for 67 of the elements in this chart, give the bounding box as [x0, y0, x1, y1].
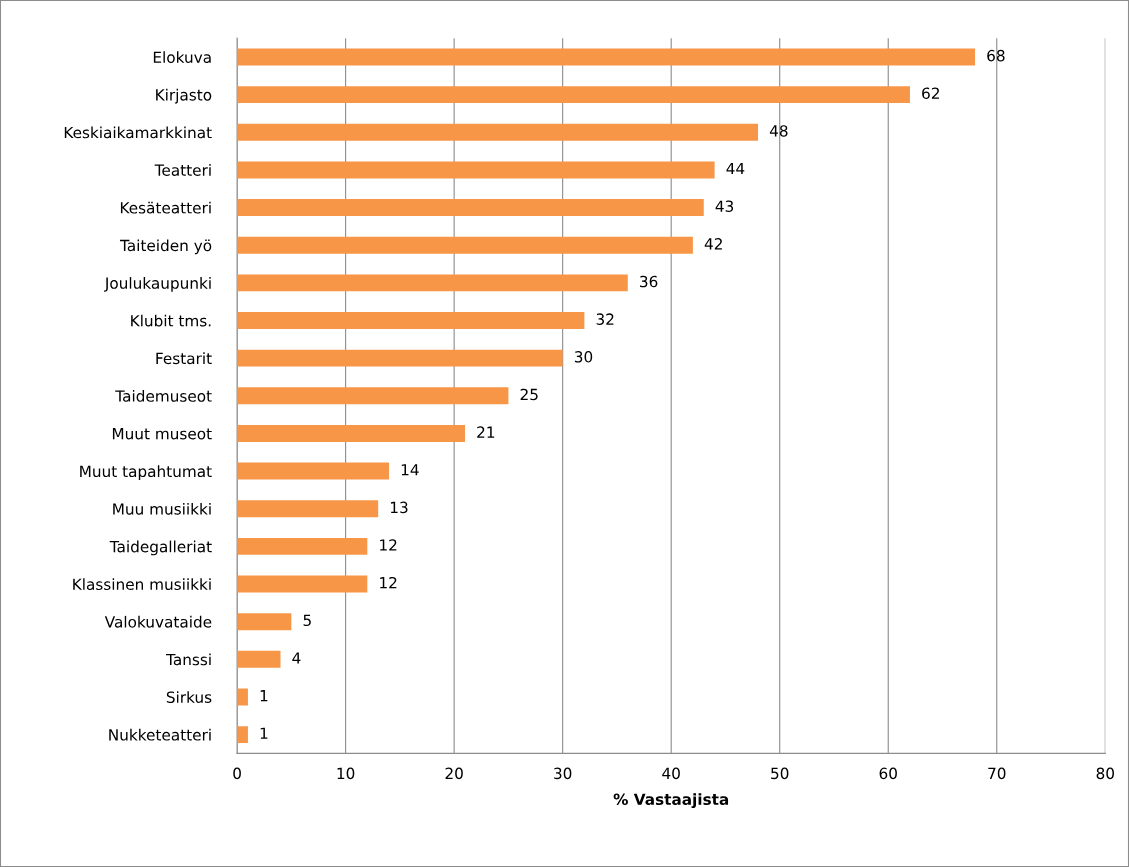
- bar: [237, 236, 693, 254]
- data-label: 32: [596, 313, 614, 325]
- data-label: 1: [260, 727, 268, 739]
- bar: [237, 161, 715, 179]
- bar: [237, 349, 563, 367]
- y-tick-label: Sirkus: [166, 691, 212, 703]
- data-label: 43: [715, 200, 734, 212]
- bar: [237, 312, 585, 329]
- y-tick-label: Keskiaikamarkkinat: [64, 126, 212, 139]
- x-tick-label: 0: [233, 767, 241, 780]
- bar: [237, 650, 281, 668]
- y-tick-label: Valokuvataide: [104, 615, 212, 628]
- y-tick-label: Teatteri: [154, 164, 211, 176]
- y-tick-label: Nukketeatteri: [109, 728, 211, 741]
- x-tick-label: 60: [879, 767, 897, 780]
- bar: [237, 500, 379, 518]
- bar: [237, 688, 248, 706]
- y-tick-label: Taidemuseot: [115, 389, 212, 402]
- data-label: 14: [401, 464, 419, 476]
- x-tick-label: 80: [1096, 767, 1114, 780]
- data-label: 4: [292, 652, 301, 664]
- data-label: 48: [769, 125, 788, 137]
- y-tick-label: Tanssi: [166, 653, 211, 666]
- y-tick-label: Taiteiden yö: [119, 239, 212, 255]
- x-tick-label: 40: [662, 767, 680, 780]
- bar: [237, 123, 759, 141]
- bar: [237, 726, 248, 744]
- y-tick-label: Elokuva: [153, 51, 211, 63]
- data-label: 68: [987, 49, 1005, 62]
- y-tick-label: Taidegalleriat: [109, 540, 212, 556]
- data-label: 12: [380, 576, 397, 589]
- y-tick-label: Muu musiikki: [113, 502, 211, 515]
- data-label: 5: [303, 614, 311, 627]
- bar: [237, 199, 704, 217]
- x-tick-label: 50: [771, 767, 789, 780]
- bar: [237, 387, 509, 405]
- bar: [237, 537, 368, 555]
- data-label: 25: [520, 388, 538, 401]
- data-label: 36: [640, 275, 658, 288]
- x-tick-label: 10: [337, 767, 355, 780]
- bar: [237, 613, 292, 631]
- bar: [237, 274, 628, 292]
- y-tick-label: Klassinen musiikki: [73, 578, 211, 591]
- bar: [237, 86, 910, 104]
- bar: [237, 462, 390, 480]
- data-label: 30: [574, 351, 593, 363]
- bar: [237, 424, 465, 442]
- data-label: 21: [477, 426, 495, 438]
- x-axis-title: % Vastaajista: [613, 793, 729, 809]
- y-tick-label: Kesäteatteri: [120, 201, 211, 214]
- x-tick-label: 30: [554, 767, 572, 780]
- data-label: 44: [726, 162, 745, 175]
- data-label: 13: [390, 501, 408, 514]
- bar: [237, 575, 368, 593]
- data-label: 1: [260, 690, 268, 702]
- data-label: 62: [922, 87, 939, 100]
- y-tick-label: Klubit tms.: [131, 314, 211, 327]
- y-tick-label: Muut tapahtumat: [80, 465, 212, 481]
- y-tick-label: Muut museot: [112, 428, 212, 440]
- data-label: 12: [380, 539, 397, 551]
- y-tick-label: Festarit: [156, 352, 212, 365]
- y-tick-label: Joulukaupunki: [104, 277, 211, 292]
- x-tick-label: 20: [445, 767, 463, 780]
- bar: [237, 48, 976, 66]
- x-tick-label: 70: [988, 767, 1006, 780]
- y-tick-label: Kirjasto: [156, 88, 212, 104]
- data-label: 42: [704, 238, 722, 250]
